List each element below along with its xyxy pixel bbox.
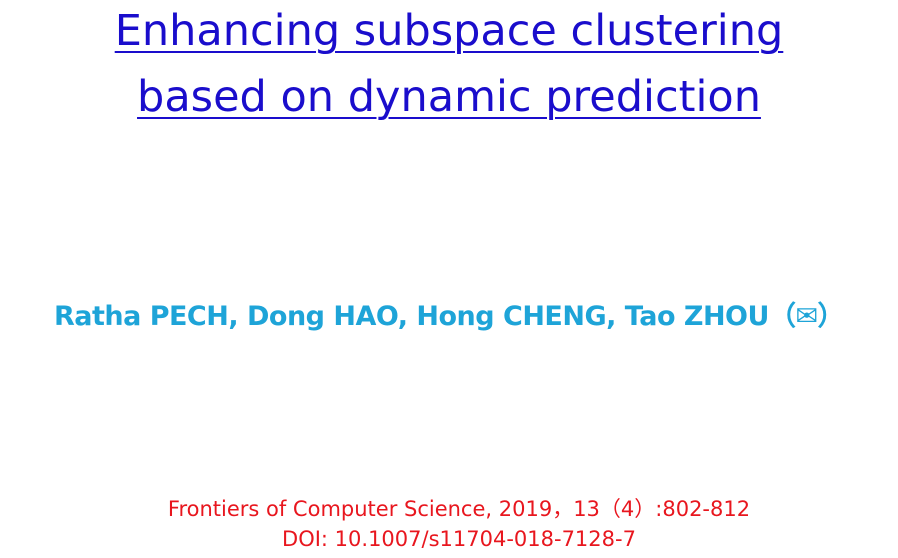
title-line[interactable]: Enhancing subspace clustering [114,6,784,56]
journal: Frontiers of Computer Science, 2019，13（4… [167,497,751,521]
title-line[interactable]: based on dynamic prediction [137,72,761,122]
authors: Ratha PECH, Dong HAO, Hong CHENG, Tao ZH… [53,301,845,332]
doi: DOI: 10.1007/s11704-018-7128-7 [282,527,636,551]
